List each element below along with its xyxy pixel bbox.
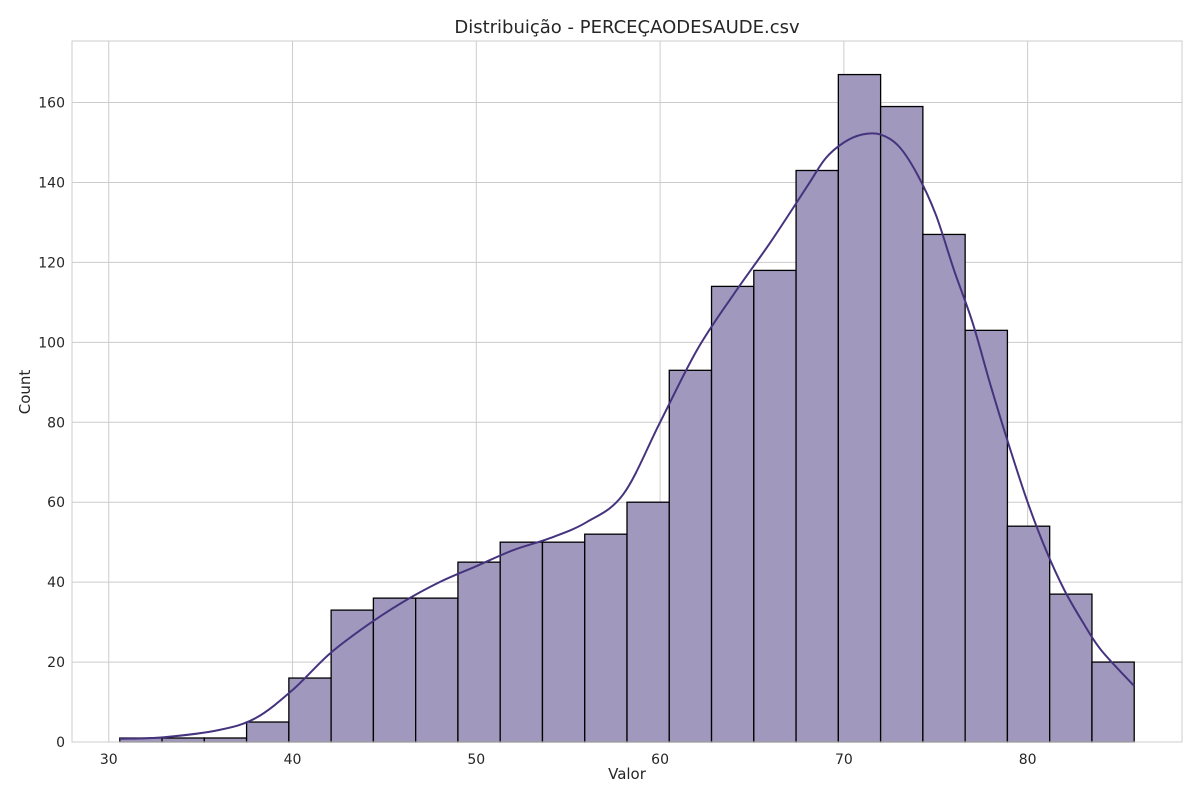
histogram-bar [922, 233, 966, 743]
plot-area-frame [71, 40, 1183, 743]
x-tick-label: 40 [284, 752, 302, 768]
y-tick-labels: 0 20 40 60 80 100 120 140 160 [38, 96, 65, 751]
histogram-bar [964, 329, 1009, 743]
histogram-bar [330, 609, 375, 743]
chart-title: Distribuição - PERCEÇAODESAUDE.csv [454, 17, 800, 38]
y-tick-label: 40 [47, 575, 65, 591]
histogram-bar [795, 169, 839, 743]
histogram-bar [372, 597, 417, 743]
histogram-bar [879, 105, 924, 743]
histogram-bar [837, 73, 882, 743]
x-axis-label: Valor [608, 765, 647, 783]
y-tick-label: 160 [38, 96, 65, 112]
histogram-bar [1091, 661, 1135, 743]
histogram-bar [245, 721, 290, 743]
histogram-bar [1006, 525, 1051, 743]
x-tick-label: 60 [651, 752, 669, 768]
y-tick-label: 140 [38, 175, 65, 191]
histogram-bar [626, 501, 670, 743]
y-tick-label: 80 [47, 415, 65, 431]
y-tick-label: 120 [38, 255, 65, 271]
x-tick-label: 80 [1019, 752, 1037, 768]
histogram-bar [161, 737, 205, 743]
y-tick-label: 0 [56, 735, 65, 751]
histogram-bar [499, 541, 544, 743]
y-tick-label: 20 [47, 655, 65, 671]
histogram-bar [203, 737, 248, 743]
x-tick-label: 70 [835, 752, 853, 768]
histogram-bar [415, 597, 459, 743]
x-tick-label: 50 [467, 752, 485, 768]
bars-layer [119, 73, 1135, 743]
x-tick-labels: 30 40 50 60 70 80 [100, 752, 1037, 768]
histogram-bar [584, 533, 628, 743]
histogram-bar [753, 269, 797, 743]
kde-density-line [119, 132, 1135, 740]
histogram-bar [668, 369, 713, 743]
histogram-bar [710, 285, 755, 743]
x-tick-label: 30 [100, 752, 118, 768]
y-tick-label: 60 [47, 495, 65, 511]
histogram-bar [457, 561, 501, 743]
histogram-bar [1049, 593, 1093, 743]
y-tick-label: 100 [38, 335, 65, 351]
y-axis-label: Count [16, 370, 34, 415]
kde-layer [119, 132, 1135, 740]
histogram-bar [541, 541, 586, 743]
